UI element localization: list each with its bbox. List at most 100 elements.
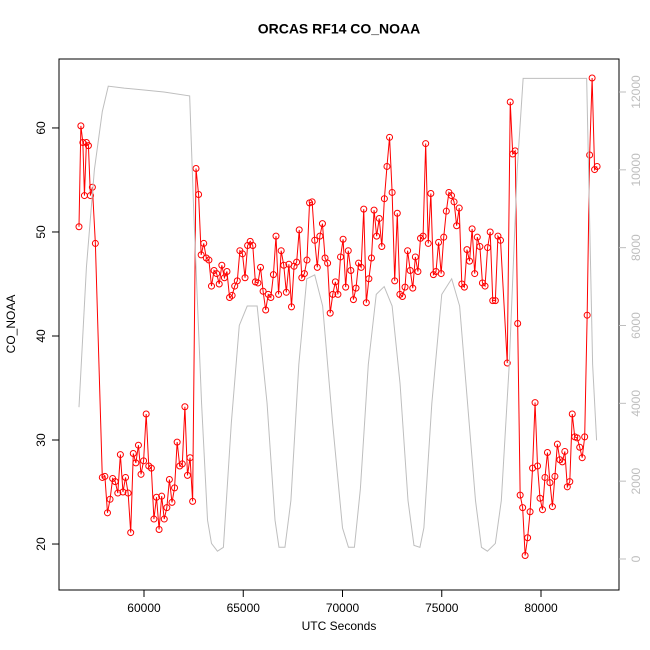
- y-axis-label: CO_NOAA: [4, 295, 18, 354]
- point: [427, 189, 435, 197]
- point: [277, 247, 285, 255]
- point: [127, 529, 135, 537]
- point: [114, 489, 122, 497]
- point: [165, 476, 173, 484]
- point: [228, 291, 236, 299]
- point: [543, 448, 551, 456]
- point: [339, 235, 347, 243]
- point: [524, 534, 532, 542]
- point: [521, 551, 529, 559]
- point: [160, 515, 168, 523]
- point: [588, 74, 596, 82]
- point: [360, 205, 368, 213]
- point: [386, 133, 394, 141]
- x-tick-label: 75000: [425, 601, 459, 615]
- point: [506, 98, 514, 106]
- point: [534, 462, 542, 470]
- point: [526, 508, 534, 516]
- point: [189, 497, 197, 505]
- point: [329, 290, 337, 298]
- point: [158, 492, 166, 500]
- point: [393, 209, 401, 217]
- y-tick-label: 40: [34, 329, 48, 343]
- y2-tick-label: 2000: [629, 467, 643, 494]
- y-tick-label: 30: [34, 433, 48, 447]
- point: [424, 239, 432, 247]
- point: [442, 207, 450, 215]
- point: [484, 244, 492, 252]
- point: [576, 443, 584, 451]
- point: [103, 509, 111, 517]
- point: [119, 488, 127, 496]
- point: [272, 232, 280, 240]
- point: [192, 165, 200, 173]
- point: [238, 250, 246, 258]
- point: [553, 440, 561, 448]
- point: [375, 214, 383, 222]
- point: [324, 259, 332, 267]
- point: [77, 122, 85, 130]
- point: [124, 489, 132, 497]
- point: [476, 243, 484, 251]
- point: [373, 232, 381, 240]
- point: [220, 274, 228, 282]
- y-tick-label: 60: [34, 121, 48, 135]
- point: [566, 478, 574, 486]
- point: [223, 268, 231, 276]
- point: [132, 459, 140, 467]
- point: [435, 238, 443, 246]
- point: [262, 306, 270, 314]
- point: [300, 270, 308, 278]
- point: [249, 242, 257, 250]
- point: [583, 311, 591, 319]
- x-tick-label: 80000: [524, 601, 558, 615]
- point: [215, 280, 223, 288]
- point: [86, 192, 94, 200]
- x-axis-label: UTC Seconds: [302, 619, 377, 633]
- point: [558, 458, 566, 466]
- point: [308, 198, 316, 206]
- y2-tick-label: 12000: [629, 75, 643, 109]
- point: [422, 140, 430, 148]
- point: [401, 283, 409, 291]
- point: [79, 139, 87, 147]
- point: [218, 261, 226, 269]
- point: [593, 162, 601, 170]
- point: [551, 472, 559, 480]
- point: [489, 297, 497, 305]
- point: [414, 268, 422, 276]
- point: [578, 454, 586, 462]
- point: [171, 484, 179, 492]
- point: [406, 266, 414, 274]
- point: [370, 206, 378, 214]
- point: [287, 303, 295, 311]
- point: [503, 359, 511, 367]
- point: [481, 282, 489, 290]
- point: [153, 493, 161, 501]
- point: [573, 434, 581, 442]
- point: [419, 232, 427, 240]
- point: [337, 253, 345, 261]
- y2-tick-label: 4000: [629, 390, 643, 417]
- point: [84, 142, 92, 150]
- point: [334, 290, 342, 298]
- point: [586, 151, 594, 159]
- point: [269, 271, 277, 279]
- point: [101, 472, 109, 480]
- point: [411, 253, 419, 261]
- point: [486, 228, 494, 236]
- point: [409, 284, 417, 292]
- point: [195, 191, 203, 199]
- point: [362, 299, 370, 307]
- point: [447, 192, 455, 200]
- point: [391, 277, 399, 285]
- point: [546, 479, 554, 487]
- point: [134, 441, 142, 449]
- point: [331, 278, 339, 286]
- point: [538, 506, 546, 514]
- point: [318, 220, 326, 228]
- series-line: [78, 77, 598, 552]
- point: [147, 464, 155, 472]
- y-tick-label: 50: [34, 225, 48, 239]
